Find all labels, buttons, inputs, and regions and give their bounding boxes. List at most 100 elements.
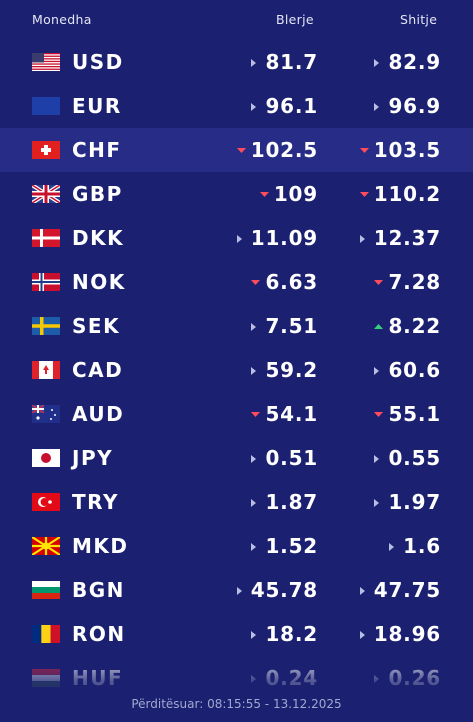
trend-arrow: [359, 192, 369, 197]
header-currency: Monedha: [32, 12, 92, 27]
flag-icon: [32, 53, 60, 71]
sell-value: 8.22: [388, 314, 441, 338]
trend-indicator: [359, 631, 365, 639]
currency-code: RON: [72, 622, 126, 646]
flag-icon: [32, 625, 60, 643]
rate-row: RON 18.2 18.96: [0, 612, 473, 656]
flag-shape: [32, 53, 60, 55]
flag-shape: [32, 97, 60, 115]
sell-value: 82.9: [388, 50, 441, 74]
sell-rate: 8.22: [374, 304, 441, 348]
trend-indicator: [359, 148, 369, 153]
rate-row: USD 81.7 82.9: [0, 40, 473, 84]
buy-value: 81.7: [265, 50, 318, 74]
flag-shape: [54, 414, 56, 416]
trend-arrow: [389, 543, 395, 551]
trend-indicator: [251, 280, 261, 285]
buy-rate: 45.78: [236, 568, 318, 612]
flag-shape: [41, 148, 51, 152]
trend-indicator: [251, 543, 257, 551]
currency-code: JPY: [72, 446, 114, 470]
trend-arrow: [374, 103, 380, 111]
trend-indicator: [374, 103, 380, 111]
trend-arrow: [251, 59, 257, 67]
trend-arrow: [251, 455, 257, 463]
trend-indicator: [236, 148, 246, 153]
sell-value: 1.97: [388, 490, 441, 514]
buy-value: 102.5: [250, 138, 318, 162]
flag-shape: [48, 500, 52, 504]
updated-footer: Përditësuar: 08:15:55 - 13.12.2025: [131, 697, 342, 711]
flag-shape: [32, 408, 44, 410]
sell-rate: 1.97: [374, 480, 441, 524]
buy-rate: 18.2: [251, 612, 318, 656]
currency-code: BGN: [72, 578, 125, 602]
flag-shape: [32, 537, 60, 555]
buy-value: 109: [273, 182, 318, 206]
trend-indicator: [374, 367, 380, 375]
flag-shape: [32, 593, 60, 599]
flag-shape: [41, 625, 51, 643]
trend-indicator: [374, 324, 384, 329]
trend-arrow: [374, 324, 384, 329]
flag-shape: [32, 60, 60, 63]
rate-row: AUD 54.1 55.1: [0, 392, 473, 436]
currency-code: CHF: [72, 138, 122, 162]
flag-icon: [32, 185, 60, 203]
rate-row: TRY 1.87 1.97: [0, 480, 473, 524]
flag-shape: [32, 361, 39, 379]
flag-shape: [32, 63, 60, 65]
header-sell: Shitje: [400, 12, 438, 27]
trend-arrow: [236, 235, 242, 243]
sell-value: 18.96: [373, 622, 441, 646]
trend-arrow: [359, 587, 365, 595]
rate-row: DKK 11.09 12.37: [0, 216, 473, 260]
rate-row: EUR 96.1 96.9: [0, 84, 473, 128]
sell-value: 47.75: [373, 578, 441, 602]
trend-indicator: [374, 499, 380, 507]
flag-shape: [32, 66, 60, 68]
sell-rate: 60.6: [374, 348, 441, 392]
buy-rate: 1.52: [251, 524, 318, 568]
trend-indicator: [389, 543, 395, 551]
trend-indicator: [259, 192, 269, 197]
sell-rate: 110.2: [359, 172, 441, 216]
buy-value: 0.51: [265, 446, 318, 470]
trend-arrow: [251, 280, 261, 285]
currency-code: TRY: [72, 490, 119, 514]
flag-shape: [32, 281, 60, 283]
trend-arrow: [236, 148, 246, 153]
buy-rate: 54.1: [251, 392, 318, 436]
currency-code: SEK: [72, 314, 121, 338]
trend-arrow: [374, 367, 380, 375]
rate-row: CHF 102.5 103.5: [0, 128, 473, 172]
sell-value: 55.1: [388, 402, 441, 426]
trend-arrow: [374, 455, 380, 463]
buy-value: 11.09: [250, 226, 318, 250]
buy-value: 1.87: [265, 490, 318, 514]
trend-arrow: [251, 323, 257, 331]
trend-arrow: [259, 192, 269, 197]
currency-code: USD: [72, 50, 124, 74]
sell-rate: 103.5: [359, 128, 441, 172]
buy-value: 96.1: [265, 94, 318, 118]
trend-indicator: [251, 631, 257, 639]
buy-rate: 11.09: [236, 216, 318, 260]
flag-shape: [32, 581, 60, 587]
sell-value: 60.6: [388, 358, 441, 382]
trend-indicator: [374, 455, 380, 463]
trend-arrow: [251, 412, 261, 417]
rate-row: JPY 0.51 0.55: [0, 436, 473, 480]
buy-value: 6.63: [265, 270, 318, 294]
trend-arrow: [374, 59, 380, 67]
sell-value: 7.28: [388, 270, 441, 294]
trend-indicator: [251, 499, 257, 507]
buy-value: 45.78: [250, 578, 318, 602]
flag-icon: [32, 405, 60, 423]
currency-code: GBP: [72, 182, 123, 206]
rate-row: MKD 1.52 1.6: [0, 524, 473, 568]
trend-indicator: [251, 323, 257, 331]
buy-rate: 81.7: [251, 40, 318, 84]
trend-arrow: [374, 499, 380, 507]
sell-value: 0.55: [388, 446, 441, 470]
